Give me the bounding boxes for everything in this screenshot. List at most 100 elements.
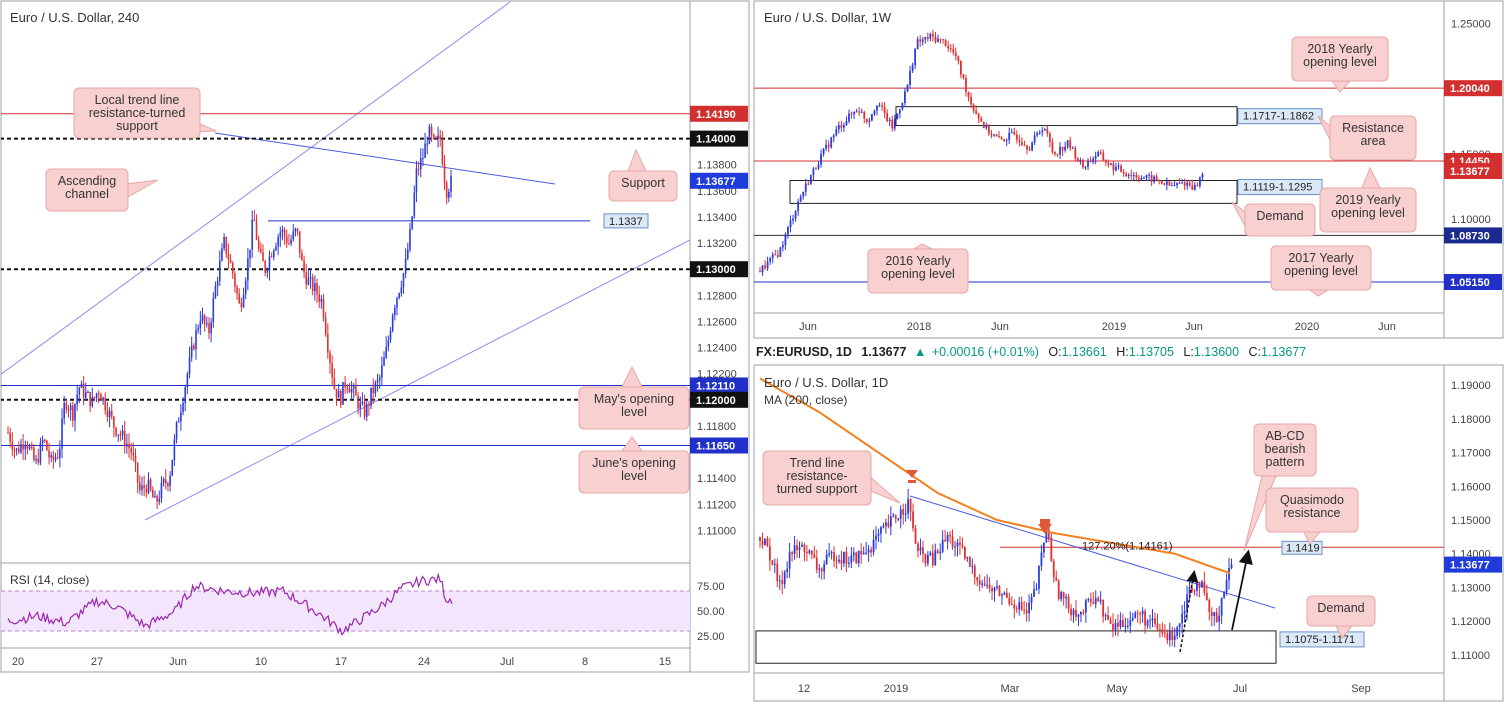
candle-body <box>234 273 236 287</box>
candle-body <box>1052 561 1055 578</box>
time-tick-label: 2019 <box>1102 321 1126 333</box>
callout-text: Demand <box>1317 601 1364 615</box>
candle-body <box>402 273 405 288</box>
callout-box <box>1253 423 1317 477</box>
candle-body <box>1215 612 1218 622</box>
candle-body <box>1020 602 1023 610</box>
candle-body <box>249 249 251 259</box>
callout-box <box>867 248 969 294</box>
candle-body <box>830 552 833 554</box>
candle-body <box>840 559 843 564</box>
candle-body <box>781 245 784 248</box>
candle-body <box>840 125 843 128</box>
callout-tail <box>1317 115 1331 141</box>
candle-body <box>993 134 995 136</box>
candle-body <box>381 365 383 378</box>
zone-tag-label: 1.1075-1.1171 <box>1285 634 1355 646</box>
candle-body <box>766 261 769 269</box>
candle-body <box>939 38 942 40</box>
candle-body <box>262 252 264 262</box>
candle-body <box>435 137 437 139</box>
candle-body <box>1070 608 1072 616</box>
candle-body <box>1220 597 1223 616</box>
candle-body <box>333 377 336 389</box>
candle-body <box>1076 158 1079 161</box>
candle-body <box>875 535 877 540</box>
candle-body <box>1001 594 1003 596</box>
candle-body <box>331 363 333 378</box>
candle-body <box>877 533 880 536</box>
candle-body <box>1010 132 1013 134</box>
candle-body <box>1099 599 1102 602</box>
price-tag-label: 1.11650 <box>696 441 735 453</box>
candle-body <box>1005 140 1008 142</box>
candle-body <box>413 192 416 217</box>
price-tag-bg <box>690 391 748 408</box>
candle-body <box>277 237 279 247</box>
candle-body <box>1084 166 1087 168</box>
candle-body <box>164 479 167 484</box>
candle-body <box>288 243 290 245</box>
candle-body <box>1218 615 1221 622</box>
callout-text: Resistance <box>1342 121 1404 135</box>
candle-body <box>186 374 189 388</box>
candle-body <box>929 552 932 556</box>
candle-body <box>779 247 782 257</box>
candle-body <box>1151 618 1154 621</box>
candle-body <box>828 553 831 555</box>
candle-body <box>324 317 327 335</box>
candle-body <box>820 154 822 165</box>
candle-body <box>1228 568 1230 581</box>
candle-body <box>776 563 779 582</box>
candle-body <box>450 175 452 192</box>
candle-body <box>56 457 59 459</box>
quote-change: +0.00016 (+0.01%) <box>932 345 1039 359</box>
ascending-channel-lower <box>144 239 690 521</box>
candle-body <box>807 183 810 185</box>
price-tick-label: 1.13200 <box>697 238 737 250</box>
candle-body <box>63 402 65 419</box>
candle-body <box>794 210 797 219</box>
candle-body <box>1015 608 1018 610</box>
candle-body <box>773 563 776 565</box>
candle-body <box>28 446 31 449</box>
candle-body <box>227 254 230 260</box>
candle-body <box>340 390 342 405</box>
candle-body <box>817 164 820 169</box>
callout-tail <box>1308 289 1330 297</box>
abcd-leg-ab <box>1179 570 1199 653</box>
candle-body <box>428 126 431 144</box>
candle-body <box>1117 622 1119 627</box>
candle-body <box>136 462 139 483</box>
callout-text: Support <box>621 176 665 190</box>
candle-body <box>1005 592 1008 598</box>
candle-body <box>1183 611 1186 614</box>
candle-body <box>244 280 247 295</box>
candle-body <box>318 294 320 302</box>
candle-body <box>1223 591 1226 598</box>
candle-body <box>1178 623 1181 628</box>
candle-body <box>320 298 323 302</box>
candle-body <box>1104 615 1107 617</box>
candle-body <box>1082 159 1084 168</box>
candle-body <box>860 550 863 555</box>
candle-body <box>1200 581 1203 588</box>
candle-body <box>301 253 303 261</box>
candle-body <box>983 583 986 586</box>
candle-body <box>1168 181 1171 186</box>
candle-body <box>1127 175 1130 177</box>
candle-body <box>812 168 815 176</box>
candle-body <box>1156 623 1159 630</box>
candle-body <box>1130 175 1133 177</box>
time-tick-label: 17 <box>335 656 347 668</box>
candle-body <box>1178 182 1181 184</box>
candle-body <box>1210 611 1213 617</box>
candle-body <box>768 546 771 561</box>
candle-body <box>1084 600 1087 613</box>
candle-body <box>1155 176 1158 180</box>
price-tag-bg <box>690 172 748 189</box>
candle-body <box>967 91 970 97</box>
candle-body <box>855 552 858 564</box>
